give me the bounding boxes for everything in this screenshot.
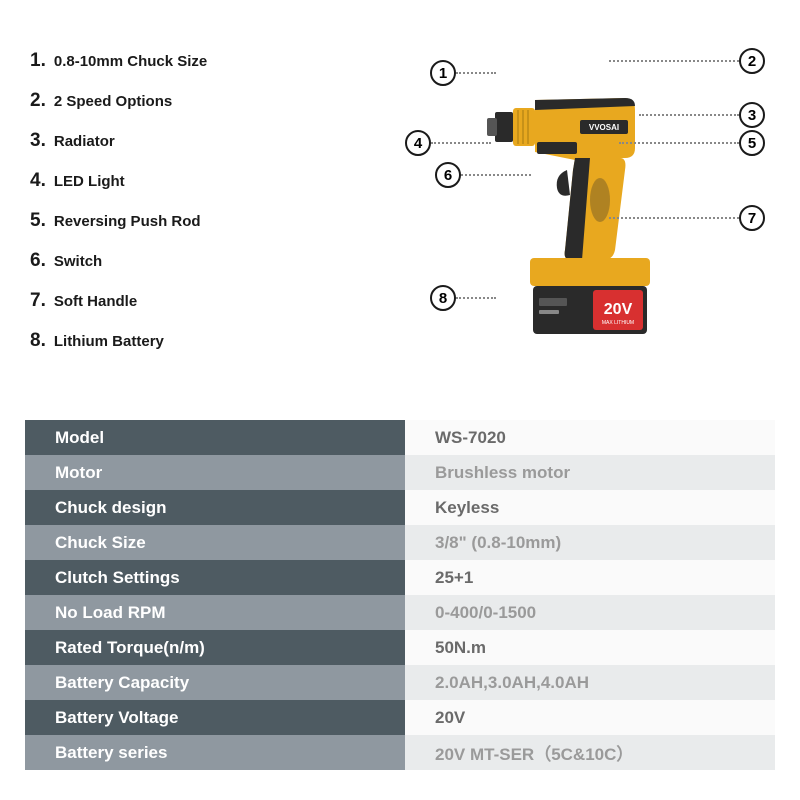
feature-item: 7. Soft Handle bbox=[30, 290, 350, 312]
callout-number: 6 bbox=[435, 162, 461, 188]
feature-item: 8. Lithium Battery bbox=[30, 330, 350, 352]
spec-label: Motor bbox=[25, 455, 405, 490]
feature-num: 5. bbox=[30, 210, 46, 232]
callout-5: 5 bbox=[619, 130, 765, 156]
feature-text: 2 Speed Options bbox=[54, 93, 172, 110]
spec-label: Model bbox=[25, 420, 405, 455]
spec-label: No Load RPM bbox=[25, 595, 405, 630]
spec-label: Battery Voltage bbox=[25, 700, 405, 735]
feature-text: Switch bbox=[54, 253, 102, 270]
spec-row: Battery Capacity 2.0AH,3.0AH,4.0AH bbox=[25, 665, 775, 700]
callout-3: 3 bbox=[639, 102, 765, 128]
spec-value: 25+1 bbox=[405, 560, 775, 595]
spec-row: Chuck Size 3/8" (0.8-10mm) bbox=[25, 525, 775, 560]
callout-number: 5 bbox=[739, 130, 765, 156]
spec-value: 50N.m bbox=[405, 630, 775, 665]
svg-text:VVOSAI: VVOSAI bbox=[589, 123, 619, 132]
svg-text:20V: 20V bbox=[604, 301, 633, 318]
feature-item: 5. Reversing Push Rod bbox=[30, 210, 350, 232]
feature-item: 3. Radiator bbox=[30, 130, 350, 152]
spec-label: Chuck design bbox=[25, 490, 405, 525]
spec-row: Rated Torque(n/m) 50N.m bbox=[25, 630, 775, 665]
spec-row: No Load RPM 0-400/0-1500 bbox=[25, 595, 775, 630]
spec-value: 20V bbox=[405, 700, 775, 735]
feature-num: 3. bbox=[30, 130, 46, 152]
spec-row: Model WS-7020 bbox=[25, 420, 775, 455]
callout-number: 8 bbox=[430, 285, 456, 311]
callout-7: 7 bbox=[609, 205, 765, 231]
feature-list: 1. 0.8-10mm Chuck Size 2. 2 Speed Option… bbox=[30, 50, 350, 370]
callout-number: 3 bbox=[739, 102, 765, 128]
svg-text:MAX LITHIUM: MAX LITHIUM bbox=[602, 320, 634, 326]
callout-number: 7 bbox=[739, 205, 765, 231]
spec-value: 2.0AH,3.0AH,4.0AH bbox=[405, 665, 775, 700]
feature-text: Lithium Battery bbox=[54, 333, 164, 350]
callout-4: 4 bbox=[405, 130, 491, 156]
feature-num: 8. bbox=[30, 330, 46, 352]
spec-label: Battery Capacity bbox=[25, 665, 405, 700]
feature-num: 4. bbox=[30, 170, 46, 192]
feature-text: Soft Handle bbox=[54, 293, 137, 310]
spec-row: Clutch Settings 25+1 bbox=[25, 560, 775, 595]
feature-num: 1. bbox=[30, 50, 46, 72]
spec-row: Battery series 20V MT-SER（5C&10C） bbox=[25, 735, 775, 770]
callout-8: 8 bbox=[430, 285, 496, 311]
feature-text: Reversing Push Rod bbox=[54, 213, 201, 230]
spec-row: Chuck design Keyless bbox=[25, 490, 775, 525]
callout-number: 2 bbox=[739, 48, 765, 74]
feature-text: Radiator bbox=[54, 133, 115, 150]
feature-num: 7. bbox=[30, 290, 46, 312]
feature-text: LED Light bbox=[54, 173, 125, 190]
callout-1: 1 bbox=[430, 60, 496, 86]
feature-text: 0.8-10mm Chuck Size bbox=[54, 53, 207, 70]
spec-row: Battery Voltage 20V bbox=[25, 700, 775, 735]
spec-value: Brushless motor bbox=[405, 455, 775, 490]
spec-label: Chuck Size bbox=[25, 525, 405, 560]
spec-label: Clutch Settings bbox=[25, 560, 405, 595]
callout-6: 6 bbox=[435, 162, 531, 188]
feature-item: 6. Switch bbox=[30, 250, 350, 272]
spec-value: WS-7020 bbox=[405, 420, 775, 455]
spec-value: Keyless bbox=[405, 490, 775, 525]
spec-value: 0-400/0-1500 bbox=[405, 595, 775, 630]
feature-num: 6. bbox=[30, 250, 46, 272]
callout-number: 1 bbox=[430, 60, 456, 86]
spec-row: Motor Brushless motor bbox=[25, 455, 775, 490]
callout-2: 2 bbox=[609, 48, 765, 74]
feature-item: 2. 2 Speed Options bbox=[30, 90, 350, 112]
feature-item: 1. 0.8-10mm Chuck Size bbox=[30, 50, 350, 72]
feature-item: 4. LED Light bbox=[30, 170, 350, 192]
callout-number: 4 bbox=[405, 130, 431, 156]
spec-table: Model WS-7020 Motor Brushless motor Chuc… bbox=[25, 420, 775, 770]
spec-value: 3/8" (0.8-10mm) bbox=[405, 525, 775, 560]
spec-label: Battery series bbox=[25, 735, 405, 770]
spec-value: 20V MT-SER（5C&10C） bbox=[405, 735, 775, 770]
product-diagram: VVOSAI 20V MAX LITHIUM 1 2 bbox=[380, 50, 770, 370]
feature-num: 2. bbox=[30, 90, 46, 112]
spec-label: Rated Torque(n/m) bbox=[25, 630, 405, 665]
